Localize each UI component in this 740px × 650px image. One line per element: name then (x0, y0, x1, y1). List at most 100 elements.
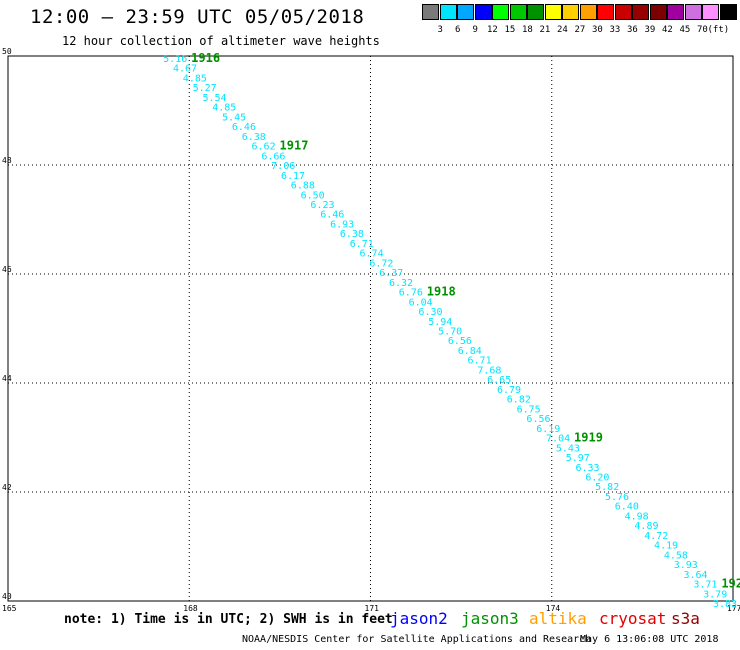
legend-label: 18 (522, 25, 533, 35)
legend-label: 15 (504, 25, 516, 35)
legend-swatch (597, 4, 614, 20)
time-label: 1916 (191, 51, 220, 65)
wave-height-point: 4.72 (644, 531, 668, 542)
wave-height-point: 3.93 (674, 560, 698, 571)
wave-height-point: 6.93 (330, 219, 354, 230)
legend-label: 9 (472, 25, 478, 35)
legend-swatch (457, 4, 474, 20)
wave-height-point: 6.04 (409, 297, 433, 308)
legend-swatch (492, 4, 509, 20)
legend-label: 3 (437, 25, 443, 35)
wave-height-point: 4.67 (173, 64, 197, 75)
wave-height-point: 4.98 (625, 511, 649, 522)
x-tick-label: 168 (183, 604, 198, 613)
chart-subtitle: 12 hour collection of altimeter wave hei… (62, 34, 380, 48)
wave-height-point: 6.71 (350, 239, 374, 250)
wave-height-point: 5.82 (595, 482, 619, 493)
x-tick-label: 165 (2, 604, 17, 613)
satellite-label-jason2: jason2 (390, 609, 448, 628)
legend-label: 36 (627, 25, 638, 35)
wave-height-point: 5.54 (202, 93, 226, 104)
legend-swatch (439, 4, 457, 20)
legend-label: 33 (609, 25, 621, 35)
wave-height-point: 6.37 (379, 268, 403, 279)
wave-height-point: 4.58 (664, 550, 688, 561)
wave-height-point: 6.32 (389, 278, 413, 289)
wave-height-point: 6.82 (507, 395, 531, 406)
y-tick-label: 46 (2, 265, 12, 274)
legend-label: 42 (662, 25, 673, 35)
wave-height-point: 6.76 (399, 288, 423, 299)
legend-swatch (544, 4, 562, 20)
wave-height-point: 6.50 (301, 190, 325, 201)
y-tick-label: 42 (2, 483, 12, 492)
legend-swatch (614, 4, 632, 20)
legend-label: 39 (644, 25, 656, 35)
wave-height-point: 6.88 (291, 181, 315, 192)
wave-height-point: 4.85 (212, 103, 236, 114)
legend-label: 24 (557, 25, 568, 35)
wave-height-point: 5.45 (222, 112, 246, 123)
satellite-label-s3a: s3a (671, 609, 700, 628)
legend-label: 45 (679, 25, 691, 35)
wave-height-point: 6.79 (497, 385, 521, 396)
legend-swatch (527, 4, 544, 20)
wave-height-point: 7.06 (271, 161, 295, 172)
wave-height-point: 6.46 (320, 210, 344, 221)
wave-height-point: 6.19 (536, 424, 560, 435)
wave-height-point: 6.74 (360, 249, 384, 260)
wave-height-point: 5.27 (193, 83, 217, 94)
wave-height-point: 6.56 (448, 336, 472, 347)
generated-timestamp: May 6 13:06:08 UTC 2018 (580, 634, 719, 645)
wave-height-point: 3.71 (693, 580, 717, 591)
y-tick-label: 44 (2, 374, 12, 383)
legend-swatch (702, 4, 719, 20)
legend-swatch (667, 4, 684, 20)
legend-label: 6 (455, 25, 461, 35)
wave-height-point: 6.38 (242, 132, 266, 143)
wave-height-point: 5.70 (438, 327, 462, 338)
wave-height-point: 5.43 (556, 443, 580, 454)
wave-height-point: 5.16 (163, 54, 187, 65)
legend-swatch (562, 4, 579, 20)
time-label: 1920 (721, 577, 740, 591)
wave-height-point: 4.85 (183, 73, 207, 84)
satellite-label-altika: altika (529, 609, 587, 628)
wave-height-point: 6.38 (340, 229, 364, 240)
legend-swatch (649, 4, 667, 20)
x-tick-label: 174 (546, 604, 561, 613)
legend-label: 21 (539, 25, 551, 35)
legend-swatch (422, 4, 439, 20)
time-label: 1918 (427, 285, 456, 299)
wave-height-point: 6.75 (517, 404, 541, 415)
legend-label: 12 (487, 25, 498, 35)
wave-height-point: 7.68 (477, 365, 501, 376)
y-tick-label: 40 (2, 592, 12, 601)
wave-height-point: 6.56 (526, 414, 550, 425)
wave-height-point: 4.89 (634, 521, 658, 532)
wave-height-point: 3.83 (713, 599, 737, 610)
wave-height-point: 6.40 (615, 502, 639, 513)
legend-label: 27 (574, 25, 586, 35)
wave-height-point: 6.30 (418, 307, 442, 318)
legend-label: 30 (592, 25, 603, 35)
wave-height-point: 6.33 (576, 463, 600, 474)
wave-height-point: 5.97 (566, 453, 590, 464)
chart-title: 12:00 – 23:59 UTC 05/05/2018 (30, 6, 365, 28)
legend-swatch (509, 4, 527, 20)
legend-label: 70 (697, 25, 708, 35)
wave-height-point: 6.71 (468, 356, 492, 367)
credit-text: NOAA/NESDIS Center for Satellite Applica… (242, 634, 592, 645)
wave-height-point: 6.65 (487, 375, 511, 386)
wave-height-point: 5.76 (605, 492, 629, 503)
footer-note: note: 1) Time is in UTC; 2) SWH is in fe… (64, 612, 393, 627)
wave-height-point: 6.84 (458, 346, 482, 357)
wave-height-point: 3.79 (703, 589, 727, 600)
satellite-label-jason3: jason3 (461, 609, 519, 628)
legend-swatch (632, 4, 649, 20)
legend-swatch (684, 4, 702, 20)
wave-height-point: 6.20 (585, 472, 609, 483)
y-tick-label: 50 (2, 47, 12, 56)
wave-height-point: 6.72 (369, 258, 393, 269)
x-tick-label: 177 (727, 604, 740, 613)
